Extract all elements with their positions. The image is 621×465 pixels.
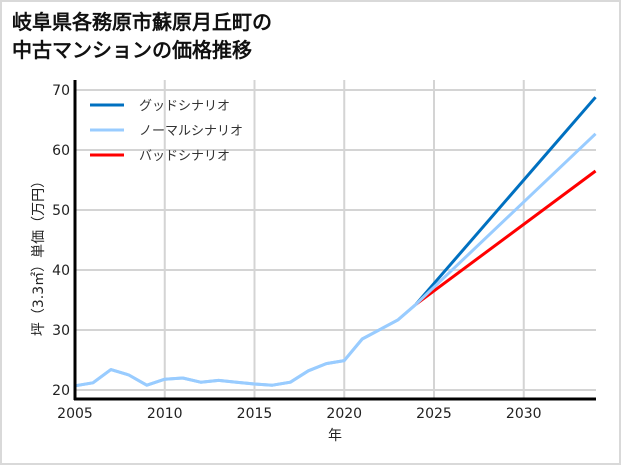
series-line	[414, 96, 597, 306]
x-tick-label: 2025	[416, 406, 452, 422]
title-line-1: 岐阜県各務原市蘇原月丘町の	[12, 10, 272, 34]
x-tick-label: 2010	[147, 406, 183, 422]
y-axis-label: 坪（3.3㎡）単価（万円）	[31, 174, 47, 336]
x-axis-label: 年	[328, 428, 342, 444]
x-tick-label: 2030	[506, 406, 542, 422]
chart-title: 岐阜県各務原市蘇原月丘町の 中古マンションの価格推移	[12, 8, 272, 64]
series-lines	[74, 96, 597, 388]
y-tick-label: 70	[52, 83, 70, 99]
title-line-2: 中古マンションの価格推移	[12, 38, 252, 62]
series-line	[74, 132, 597, 388]
series-line	[415, 169, 597, 306]
y-tick-label: 40	[52, 263, 70, 279]
legend-label: グッドシナリオ	[139, 99, 230, 114]
y-tick-label: 60	[52, 143, 70, 159]
x-tick-label: 2005	[57, 406, 93, 422]
y-tick-label: 30	[52, 323, 70, 339]
legend-label: ノーマルシナリオ	[139, 124, 243, 139]
y-tick-label: 50	[52, 203, 70, 219]
x-tick-label: 2015	[237, 406, 273, 422]
axes	[73, 80, 596, 401]
x-tick-label: 2020	[326, 406, 362, 422]
legend-label: バッドシナリオ	[139, 149, 230, 164]
y-tick-label: 20	[52, 383, 70, 399]
history-line	[74, 303, 418, 388]
